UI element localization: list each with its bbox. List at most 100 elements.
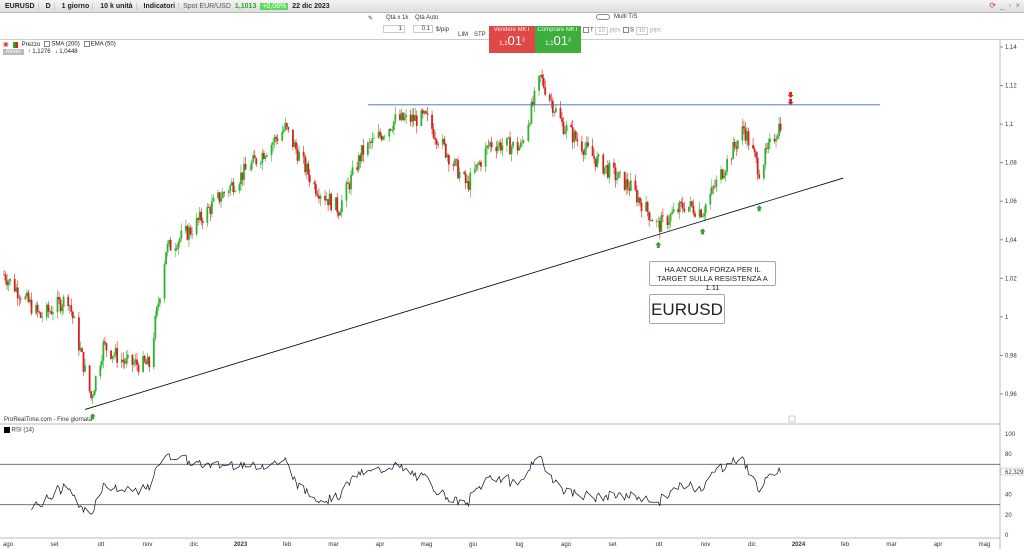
candle-body: [496, 146, 499, 152]
candle-body: [18, 298, 21, 299]
candle-body: [93, 391, 96, 396]
candle-body: [143, 356, 146, 362]
candle-body: [446, 155, 449, 158]
s-checkbox[interactable]: S 10 pips: [623, 26, 661, 35]
candle-body: [548, 94, 551, 101]
sell-market-button[interactable]: Vendere MKT 1,1013: [489, 26, 535, 53]
candle-body: [7, 281, 10, 286]
sma-toggle[interactable]: SMA (200): [44, 41, 80, 48]
candle-body: [13, 278, 16, 292]
candle-body: [3, 274, 5, 276]
candle-body: [370, 142, 372, 144]
candle-body: [616, 178, 618, 181]
candle-body: [542, 78, 545, 88]
lim-button[interactable]: LIM: [458, 32, 469, 38]
rsi-last-box: [1000, 467, 1024, 476]
candle-body: [243, 163, 245, 180]
candle-body: [478, 161, 481, 165]
candle-body: [133, 362, 135, 365]
units-select[interactable]: 10 k unità: [97, 2, 137, 10]
indicators-button[interactable]: Indicatori: [141, 2, 180, 10]
candle-body: [45, 304, 48, 318]
candle-body: [282, 129, 285, 133]
qty-auto[interactable]: Qtà Auto: [415, 15, 439, 21]
candle-body: [487, 145, 490, 147]
candle-body: [103, 341, 106, 344]
candle-body: [741, 126, 744, 141]
candle-body: [414, 115, 417, 121]
candle-body: [539, 74, 542, 76]
pip-input[interactable]: 0.1: [413, 25, 433, 33]
maximize-icon[interactable]: ▫: [1008, 1, 1012, 10]
candle-body: [570, 124, 573, 128]
candle-body: [399, 114, 401, 120]
candle-body: [550, 100, 553, 101]
candle-body: [223, 192, 226, 194]
candle-body: [198, 211, 201, 221]
candle-body: [713, 186, 716, 188]
candle-body: [159, 298, 161, 304]
buy-price-small: 1,1: [545, 41, 554, 47]
price-label[interactable]: Prezzo: [21, 41, 41, 48]
candle-body: [392, 121, 395, 131]
ema-toggle[interactable]: EMA (50): [83, 41, 116, 48]
annotation-note[interactable]: HA ANCORA FORZA PER IL TARGET SULLA RESI…: [649, 261, 776, 292]
candle-body: [510, 146, 513, 155]
candle-body: [227, 191, 230, 194]
candle-body: [152, 338, 155, 367]
t-checkbox[interactable]: T 10 pips: [583, 26, 621, 35]
candle-body: [350, 174, 352, 190]
candle-body: [554, 108, 557, 112]
candle-body: [669, 214, 672, 222]
candle-body: [148, 356, 151, 367]
period-icon[interactable]: D: [43, 2, 55, 10]
candle-body: [571, 127, 574, 143]
candle-body: [102, 341, 105, 361]
candle-body: [100, 360, 103, 366]
y-tick-label: 0,98: [1005, 353, 1017, 359]
multi-toggle[interactable]: [596, 14, 610, 20]
candle-body: [79, 348, 82, 351]
candle-body: [447, 155, 450, 165]
annotation-title[interactable]: EURUSD: [649, 294, 725, 324]
candle-body: [351, 167, 354, 175]
candle-body: [467, 181, 470, 190]
candle-body: [90, 391, 93, 399]
multi-ts-label: Multi T/S: [614, 14, 638, 20]
down-arrow-icon: [787, 99, 794, 105]
close-icon[interactable]: ×: [1015, 1, 1020, 10]
price-legend: ▣ Prezzo SMA (200) EMA (50): [3, 41, 116, 48]
candle-body: [733, 141, 736, 147]
candle-body: [710, 186, 713, 194]
stp-button[interactable]: STP: [474, 32, 486, 38]
candle-body: [174, 248, 177, 251]
settings-icon[interactable]: ▣: [3, 42, 9, 48]
refresh-icon[interactable]: ⟳: [989, 1, 997, 10]
candle-body: [594, 158, 597, 167]
symbol-select[interactable]: EURUSD: [2, 2, 39, 10]
candle-body: [327, 199, 329, 206]
candle-body: [606, 165, 609, 178]
qty-input[interactable]: 1: [383, 25, 405, 33]
range-label: Avvio: [3, 49, 24, 55]
candle-body: [564, 131, 566, 134]
down-arrow-icon: [787, 92, 794, 98]
candle-body: [345, 182, 348, 201]
candle-body: [230, 182, 233, 186]
candle-body: [304, 156, 307, 173]
buy-market-button[interactable]: Comprare MKT 1,1013: [535, 26, 581, 53]
candle-body: [779, 123, 782, 131]
candle-body: [253, 155, 256, 159]
candle-body: [634, 180, 637, 190]
candle-body: [463, 171, 466, 174]
candle-body: [405, 114, 407, 118]
candle-body: [59, 299, 62, 312]
minimize-icon[interactable]: _: [1000, 1, 1005, 10]
candle-body: [296, 149, 299, 161]
candle-body: [709, 193, 712, 205]
timeframe-select[interactable]: 1 giorno: [59, 2, 94, 10]
pen-icon[interactable]: ✎: [368, 16, 374, 22]
sell-label: Vendere MKT: [493, 27, 531, 33]
candle-body: [651, 220, 654, 222]
